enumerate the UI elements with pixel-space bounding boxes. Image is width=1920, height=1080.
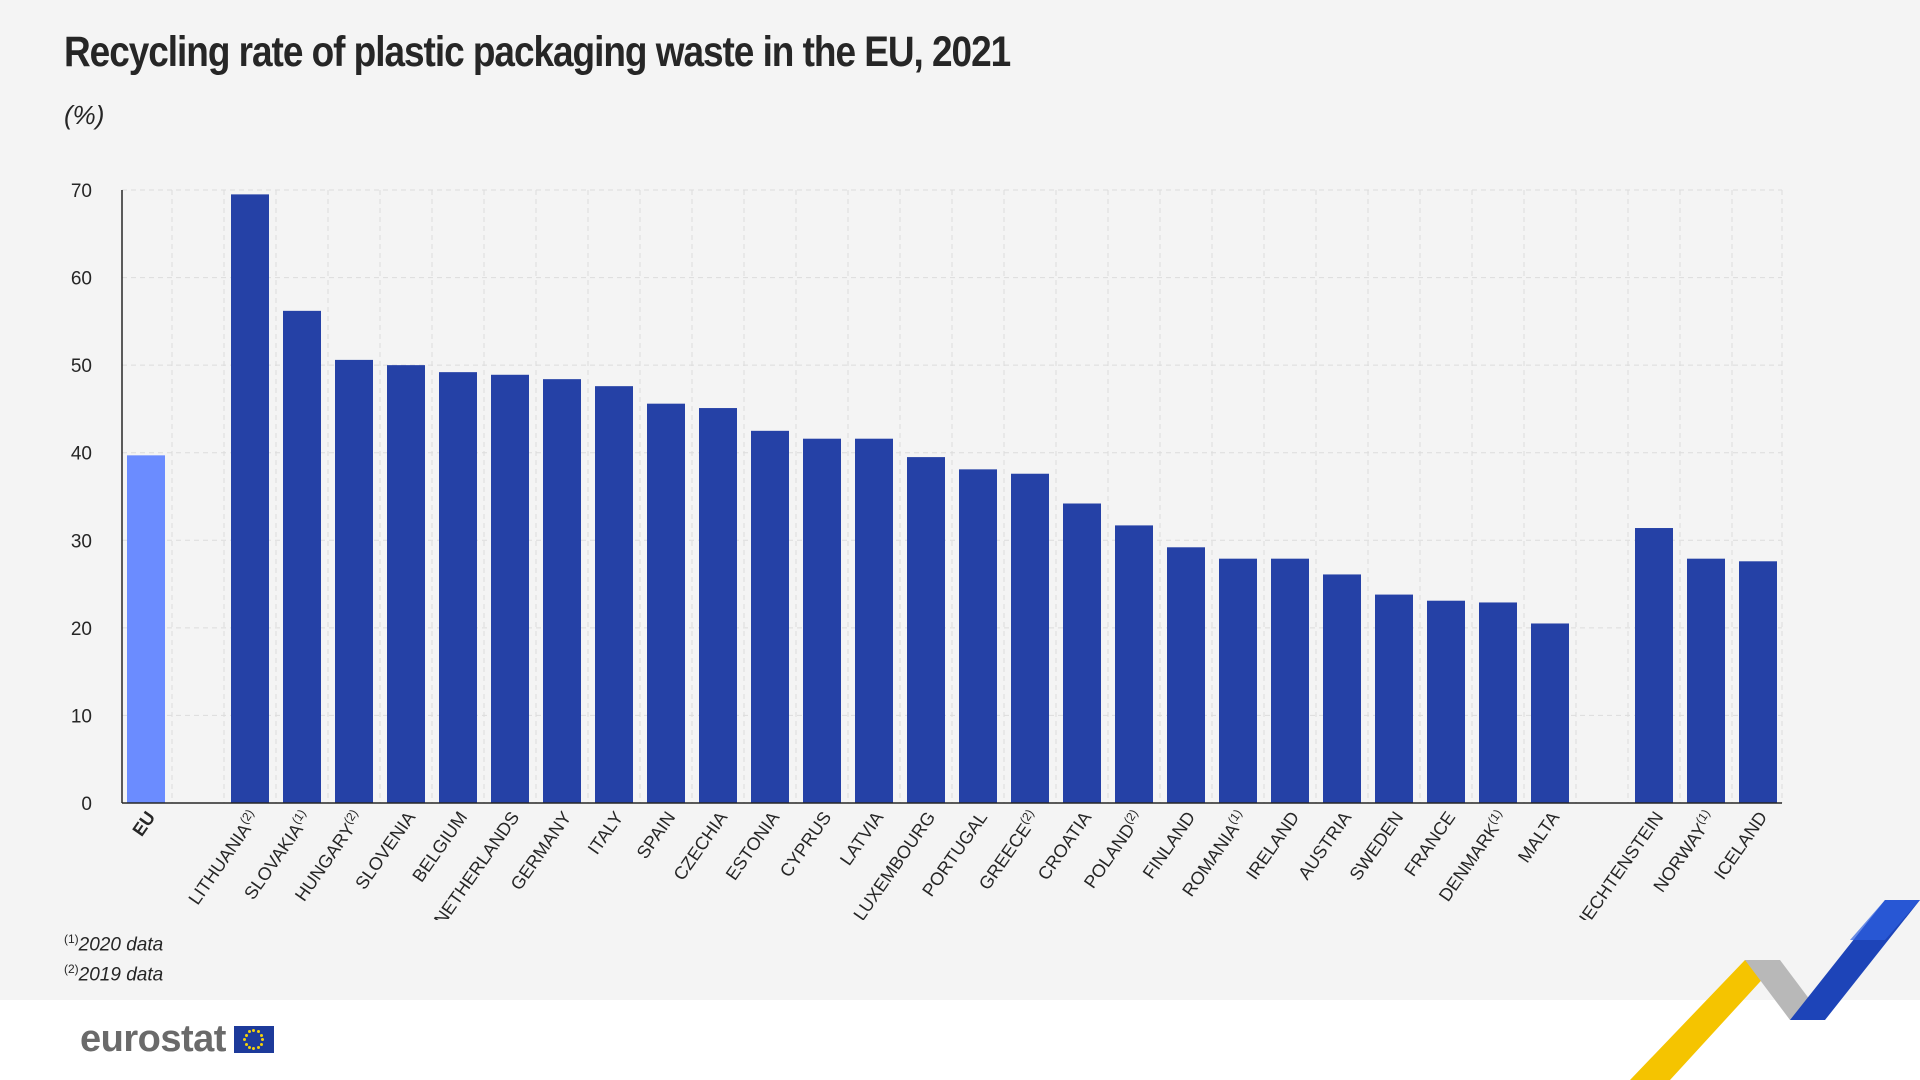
bar-eu [127, 455, 165, 803]
bar-netherlands [491, 374, 529, 803]
bar-czechia [699, 408, 737, 803]
bar-slovenia [387, 365, 425, 803]
eu-flag-star [256, 1045, 260, 1049]
x-tick-text: ITALY [584, 808, 628, 858]
x-tick-text: ICELAND [1710, 808, 1771, 883]
y-tick-label: 60 [71, 269, 92, 290]
chart-title: Recycling rate of plastic packaging wast… [64, 28, 1011, 76]
bar-estonia [751, 430, 789, 803]
bar-lithuania [231, 194, 269, 804]
y-tick-label: 30 [71, 531, 92, 552]
eurostat-logo: eurostat [80, 1018, 274, 1061]
bar-france [1427, 600, 1465, 803]
eu-flag-star [252, 1047, 256, 1050]
x-tick-label: ICELAND [1710, 808, 1771, 883]
bar-romania [1219, 558, 1257, 803]
eu-flag-star [260, 1042, 264, 1046]
x-tick-text: POLAND [1080, 820, 1139, 892]
y-tick-label: 70 [71, 181, 92, 202]
axis-layer [121, 190, 1782, 804]
bar-belgium [439, 372, 477, 803]
eu-flag-star [244, 1042, 248, 1046]
x-tick-text: SLOVENIA [351, 808, 419, 893]
bar-iceland [1739, 561, 1777, 803]
footnote-2019: (2)2019 data [64, 962, 163, 986]
x-tick-text: FRANCE [1400, 808, 1459, 880]
bar-latvia [855, 438, 893, 803]
footnote-text: 2019 data [78, 964, 164, 986]
corner-ribbon-decoration [1630, 900, 1920, 1080]
x-tick-label: MALTA [1514, 808, 1563, 866]
bar-slovakia [283, 310, 321, 803]
x-tick-footnote-mark: (2) [237, 807, 257, 827]
footnote-2020: (1)2020 data [64, 932, 163, 956]
x-tick-label: ITALY [584, 808, 628, 858]
x-tick-label: CYPRUS [776, 808, 835, 881]
bar-cyprus [803, 438, 841, 803]
ribbon-yellow [1630, 960, 1780, 1080]
y-tick-label: 20 [71, 619, 92, 640]
ribbon-blue-light [1850, 900, 1920, 940]
bar-germany [543, 379, 581, 803]
eu-flag-star [247, 1045, 251, 1049]
x-tick-text: MALTA [1514, 808, 1563, 866]
x-tick-label: SPAIN [633, 808, 680, 863]
bar-austria [1323, 574, 1361, 803]
bar-greece [1011, 473, 1049, 803]
y-tick-label: 0 [81, 794, 92, 815]
bar-hungary [335, 359, 373, 803]
eu-flag-star [252, 1029, 256, 1032]
x-tick-footnote-mark: (1) [1485, 807, 1505, 827]
x-tick-footnote-mark: (2) [1121, 807, 1141, 827]
eu-flag-star [247, 1030, 251, 1034]
footnote-mark: (2) [64, 962, 79, 976]
bar-luxembourg [907, 457, 945, 803]
eu-flag-star [243, 1038, 247, 1041]
x-tick-footnote-mark: (1) [1693, 807, 1713, 827]
eu-flag-star [244, 1033, 248, 1037]
bar-denmark [1479, 602, 1517, 803]
bar-portugal [959, 469, 997, 803]
y-tick-label: 40 [71, 444, 92, 465]
x-tick-label: SLOVENIA [351, 808, 419, 893]
eu-flag-star [261, 1038, 265, 1041]
x-tick-footnote-mark: (1) [289, 807, 309, 827]
x-tick-text: LATVIA [836, 808, 887, 869]
bar-ireland [1271, 558, 1309, 803]
bar-croatia [1063, 503, 1101, 803]
x-tick-footnote-mark: (2) [341, 807, 361, 827]
y-tick-label: 10 [71, 706, 92, 727]
bar-layer [127, 194, 1777, 804]
x-tick-text: GREECE [975, 820, 1035, 894]
bar-finland [1167, 547, 1205, 803]
x-tick-label: FRANCE [1400, 808, 1459, 880]
x-tick-text: SPAIN [633, 808, 680, 863]
x-tick-text: EU [129, 808, 160, 840]
x-tick-label: EU [129, 808, 160, 840]
bar-liechtenstein [1635, 528, 1673, 803]
footnote-mark: (1) [64, 932, 79, 946]
eu-flag-star [260, 1033, 264, 1037]
x-tick-text: CYPRUS [776, 808, 835, 881]
grid-layer [122, 189, 1783, 803]
y-tick-label: 50 [71, 356, 92, 377]
logo-text: eurostat [80, 1018, 226, 1060]
x-tick-footnote-mark: (2) [1017, 807, 1037, 827]
bar-spain [647, 403, 685, 803]
eu-flag-icon [233, 1026, 274, 1053]
x-tick-footnote-mark: (1) [1225, 807, 1245, 827]
bar-poland [1115, 525, 1153, 803]
footnote-text: 2020 data [78, 934, 164, 956]
bar-norway [1687, 558, 1725, 803]
bar-italy [595, 386, 633, 803]
bar-sweden [1375, 594, 1413, 803]
eu-flag-star [256, 1030, 260, 1034]
bar-malta [1531, 623, 1569, 803]
chart-unit: (%) [64, 100, 105, 130]
x-tick-label: LATVIA [836, 808, 887, 869]
